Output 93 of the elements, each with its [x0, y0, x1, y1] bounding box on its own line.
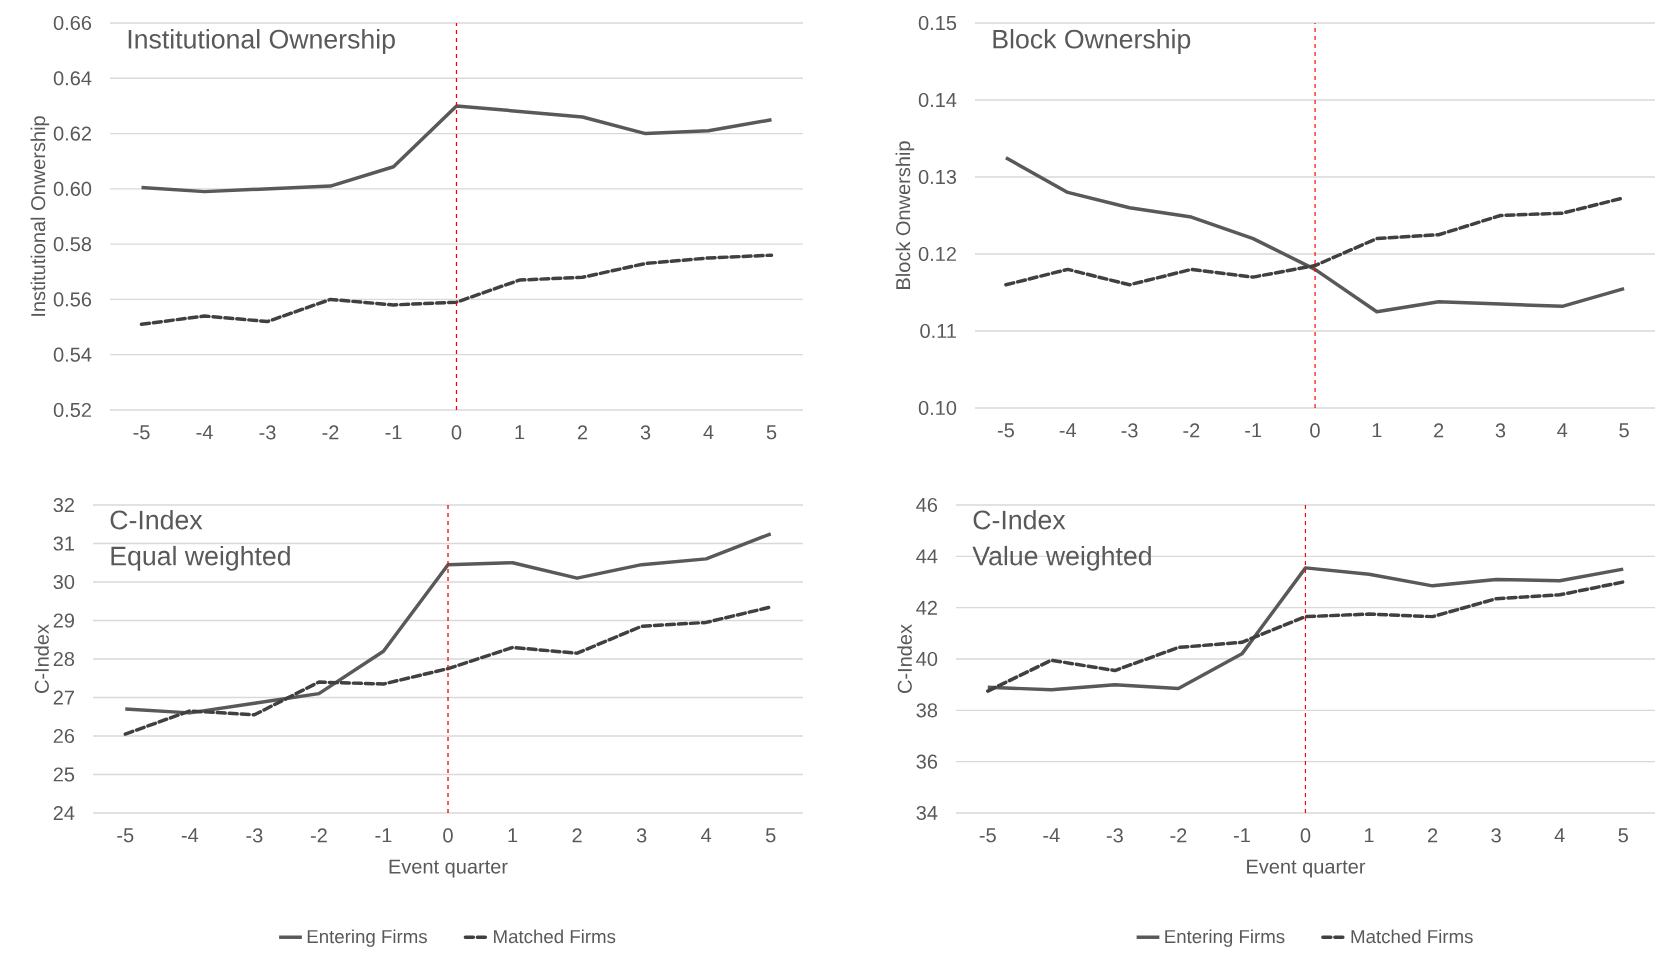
- x-tick-label: 3: [636, 828, 647, 843]
- y-tick-label: 38: [916, 703, 938, 718]
- x-tick-label: -3: [246, 828, 263, 843]
- y-tick-label: 0.54: [53, 347, 92, 362]
- x-tick-label: 5: [766, 425, 777, 440]
- y-tick-label: 29: [53, 613, 75, 628]
- y-tick-label: 32: [53, 497, 74, 513]
- y-tick-label: 0.10: [918, 400, 957, 416]
- x-axis-title: Event quarter: [1247, 859, 1366, 878]
- y-axis-title: Institutional Onwership: [30, 116, 50, 316]
- y-tick-label: 0.52: [53, 402, 91, 418]
- y-tick-label: 0.15: [918, 15, 957, 31]
- x-tick-label: -5: [117, 828, 134, 843]
- x-tick-label: -4: [196, 425, 213, 440]
- x-tick-label: 0: [1310, 423, 1320, 438]
- y-tick-label: 46: [916, 497, 938, 513]
- x-tick-label: 4: [701, 828, 712, 843]
- chart-title: C-Index: [973, 509, 1066, 530]
- y-tick-label: 0.13: [918, 169, 957, 185]
- x-tick-label: 2: [1434, 423, 1444, 438]
- text: Equal weighted: [111, 545, 290, 571]
- x-tick-label: 2: [572, 828, 582, 843]
- y-tick-label: 0.60: [53, 181, 92, 196]
- x-tick-label: 3: [1495, 423, 1506, 438]
- y-tick-label: 0.58: [53, 237, 92, 252]
- x-tick-label: -4: [1059, 423, 1077, 438]
- legend-label: Entering Firms: [1165, 929, 1285, 947]
- x-tick-label: 4: [1557, 423, 1568, 438]
- x-tick-label: 1: [515, 425, 525, 440]
- y-axis-title: C-Index: [34, 624, 49, 693]
- x-tick-label: -1: [1245, 423, 1262, 438]
- chart-title: C-Index: [110, 509, 203, 530]
- y-tick-label: 40: [916, 651, 938, 667]
- x-tick-label: 0: [443, 828, 453, 843]
- x-tick-label: 1: [508, 828, 518, 843]
- y-tick-label: 0.62: [53, 126, 91, 141]
- y-axis-title: C-Index: [897, 624, 912, 693]
- x-tick-label: -4: [1043, 828, 1060, 843]
- x-tick-label: 4: [1554, 828, 1565, 843]
- x-axis-title: Event quarter: [389, 859, 508, 878]
- x-tick-label: 3: [640, 425, 651, 440]
- y-axis-title: Block Onwership: [895, 141, 915, 289]
- legend-label: Matched Firms: [1351, 929, 1473, 944]
- chart-title: Institutional Ownership: [128, 29, 395, 54]
- y-tick-label: 30: [53, 574, 75, 590]
- x-tick-label: -4: [181, 828, 199, 843]
- x-tick-label: -5: [979, 828, 996, 843]
- x-tick-label: -2: [1170, 828, 1187, 843]
- y-tick-label: 42: [916, 600, 937, 615]
- y-tick-label: 0.64: [53, 71, 92, 86]
- legend-label: Matched Firms: [494, 929, 616, 944]
- x-tick-label: 2: [577, 425, 588, 440]
- x-tick-label: 1: [1372, 423, 1382, 438]
- x-tick-label: -5: [133, 425, 150, 440]
- line-series: [123, 605, 773, 736]
- y-tick-label: 26: [53, 728, 75, 744]
- x-tick-label: 4: [703, 425, 714, 440]
- y-tick-label: 0.56: [53, 292, 92, 307]
- x-tick-label: -1: [385, 425, 402, 440]
- x-tick-label: -2: [1183, 423, 1200, 438]
- y-tick-label: 27: [53, 690, 74, 705]
- x-tick-label: 5: [1618, 828, 1628, 843]
- text: Value weighted: [972, 545, 1151, 571]
- y-tick-label: 0.11: [920, 323, 956, 339]
- x-tick-label: 0: [451, 425, 462, 440]
- x-tick-label: -1: [375, 828, 392, 843]
- x-tick-label: -3: [1106, 828, 1123, 843]
- x-tick-label: -3: [259, 425, 276, 440]
- line-series: [1004, 156, 1626, 314]
- x-tick-label: -1: [1233, 828, 1250, 843]
- x-tick-label: -5: [997, 423, 1014, 438]
- x-tick-label: 2: [1428, 828, 1438, 843]
- x-tick-label: 3: [1491, 828, 1501, 843]
- y-tick-label: 28: [53, 651, 75, 667]
- y-tick-label: 31: [53, 536, 74, 551]
- y-tick-label: 0.14: [918, 92, 957, 108]
- x-tick-label: 0: [1300, 828, 1311, 843]
- line-series: [139, 253, 774, 327]
- y-tick-label: 24: [53, 806, 75, 820]
- x-tick-label: -3: [1121, 423, 1138, 438]
- x-tick-label: 5: [1619, 423, 1629, 438]
- chart-title: Block Ownership: [993, 29, 1191, 54]
- x-tick-label: 1: [1365, 828, 1374, 843]
- x-tick-label: -2: [310, 828, 327, 843]
- y-tick-label: 0.12: [918, 246, 956, 262]
- x-tick-label: 5: [765, 828, 776, 843]
- y-tick-label: 34: [916, 805, 938, 821]
- y-tick-label: 36: [916, 754, 938, 769]
- y-tick-label: 25: [53, 767, 75, 782]
- y-tick-label: 0.66: [53, 15, 92, 31]
- y-tick-label: 44: [916, 549, 938, 564]
- legend-label: Entering Firms: [307, 929, 427, 947]
- x-tick-label: -2: [322, 425, 339, 440]
